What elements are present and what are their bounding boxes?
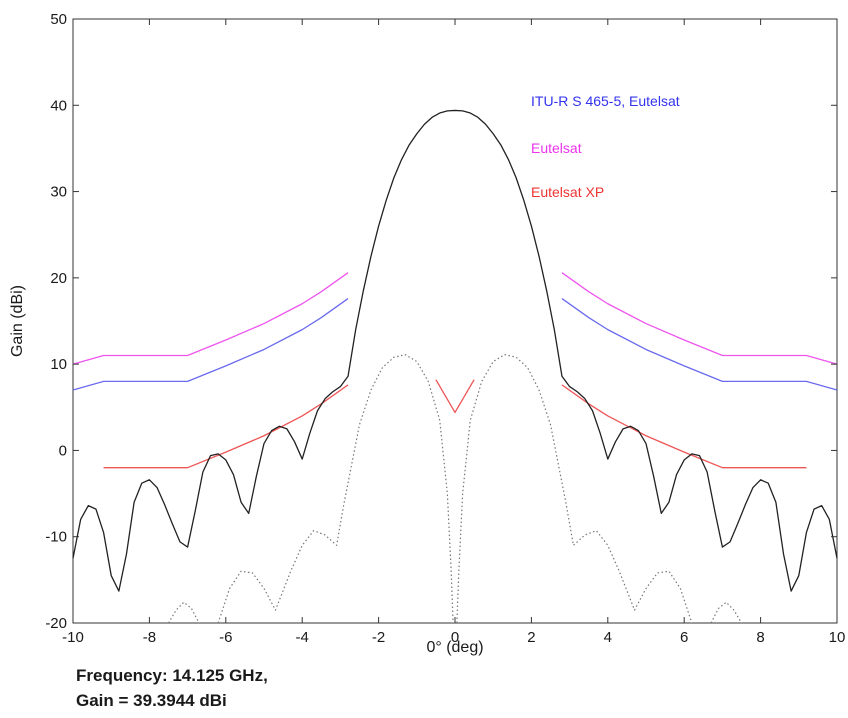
y-tick-label: -10 <box>45 529 67 546</box>
legend-entry: ITU-R S 465-5, Eutelsat <box>531 93 680 109</box>
y-tick-label: 40 <box>50 97 67 114</box>
y-tick-label: 10 <box>50 356 67 373</box>
x-tick-label: -8 <box>143 629 156 646</box>
series-line <box>561 298 838 391</box>
x-tick-label: 4 <box>604 629 612 646</box>
series-line <box>72 109 838 592</box>
legend-entry: Eutelsat <box>531 140 582 156</box>
x-tick-label: 8 <box>756 629 764 646</box>
x-tick-label: 0 <box>451 629 459 646</box>
x-tick-label: 6 <box>680 629 688 646</box>
x-axis-label: 0° (deg) <box>426 639 483 656</box>
legend: ITU-R S 465-5, Eutelsat Eutelsat Eutelsat … <box>531 93 680 200</box>
series-cross-polar-pattern <box>167 354 743 624</box>
x-tick-label: -6 <box>219 629 232 646</box>
y-tick-label: 0 <box>59 442 67 459</box>
y-axis-label: Gain (dBi) <box>9 285 26 357</box>
frequency-caption: Frequency: 14.125 GHz, Gain = 39.3944 dB… <box>76 663 268 713</box>
y-tick-label: -20 <box>45 615 67 632</box>
y-tick-label: 20 <box>50 270 67 287</box>
series-line <box>167 601 200 624</box>
series-line <box>435 379 475 414</box>
series-line <box>72 298 349 391</box>
series-line <box>561 272 838 365</box>
plot-area <box>72 18 838 624</box>
series-itu-r-s-465-5-eutelsat <box>72 298 838 391</box>
x-tick-label: 2 <box>527 629 535 646</box>
series-line <box>72 272 349 365</box>
x-tick-label: -2 <box>372 629 385 646</box>
series-line <box>217 354 454 624</box>
x-tick-label: -10 <box>62 629 84 646</box>
x-tick-label: -4 <box>296 629 309 646</box>
series-layer <box>72 109 838 624</box>
series-line <box>456 354 693 624</box>
frequency-text: Frequency: 14.125 GHz, <box>76 666 268 685</box>
gain-text: Gain = 39.3944 dBi <box>76 691 227 710</box>
legend-entry: Eutelsat XP <box>531 184 604 200</box>
series-co-polar-pattern <box>72 109 838 592</box>
x-tick-label: 10 <box>829 629 846 646</box>
y-tick-label: 30 <box>50 184 67 201</box>
series-eutelsat <box>72 272 838 365</box>
y-tick-label: 50 <box>50 11 67 28</box>
